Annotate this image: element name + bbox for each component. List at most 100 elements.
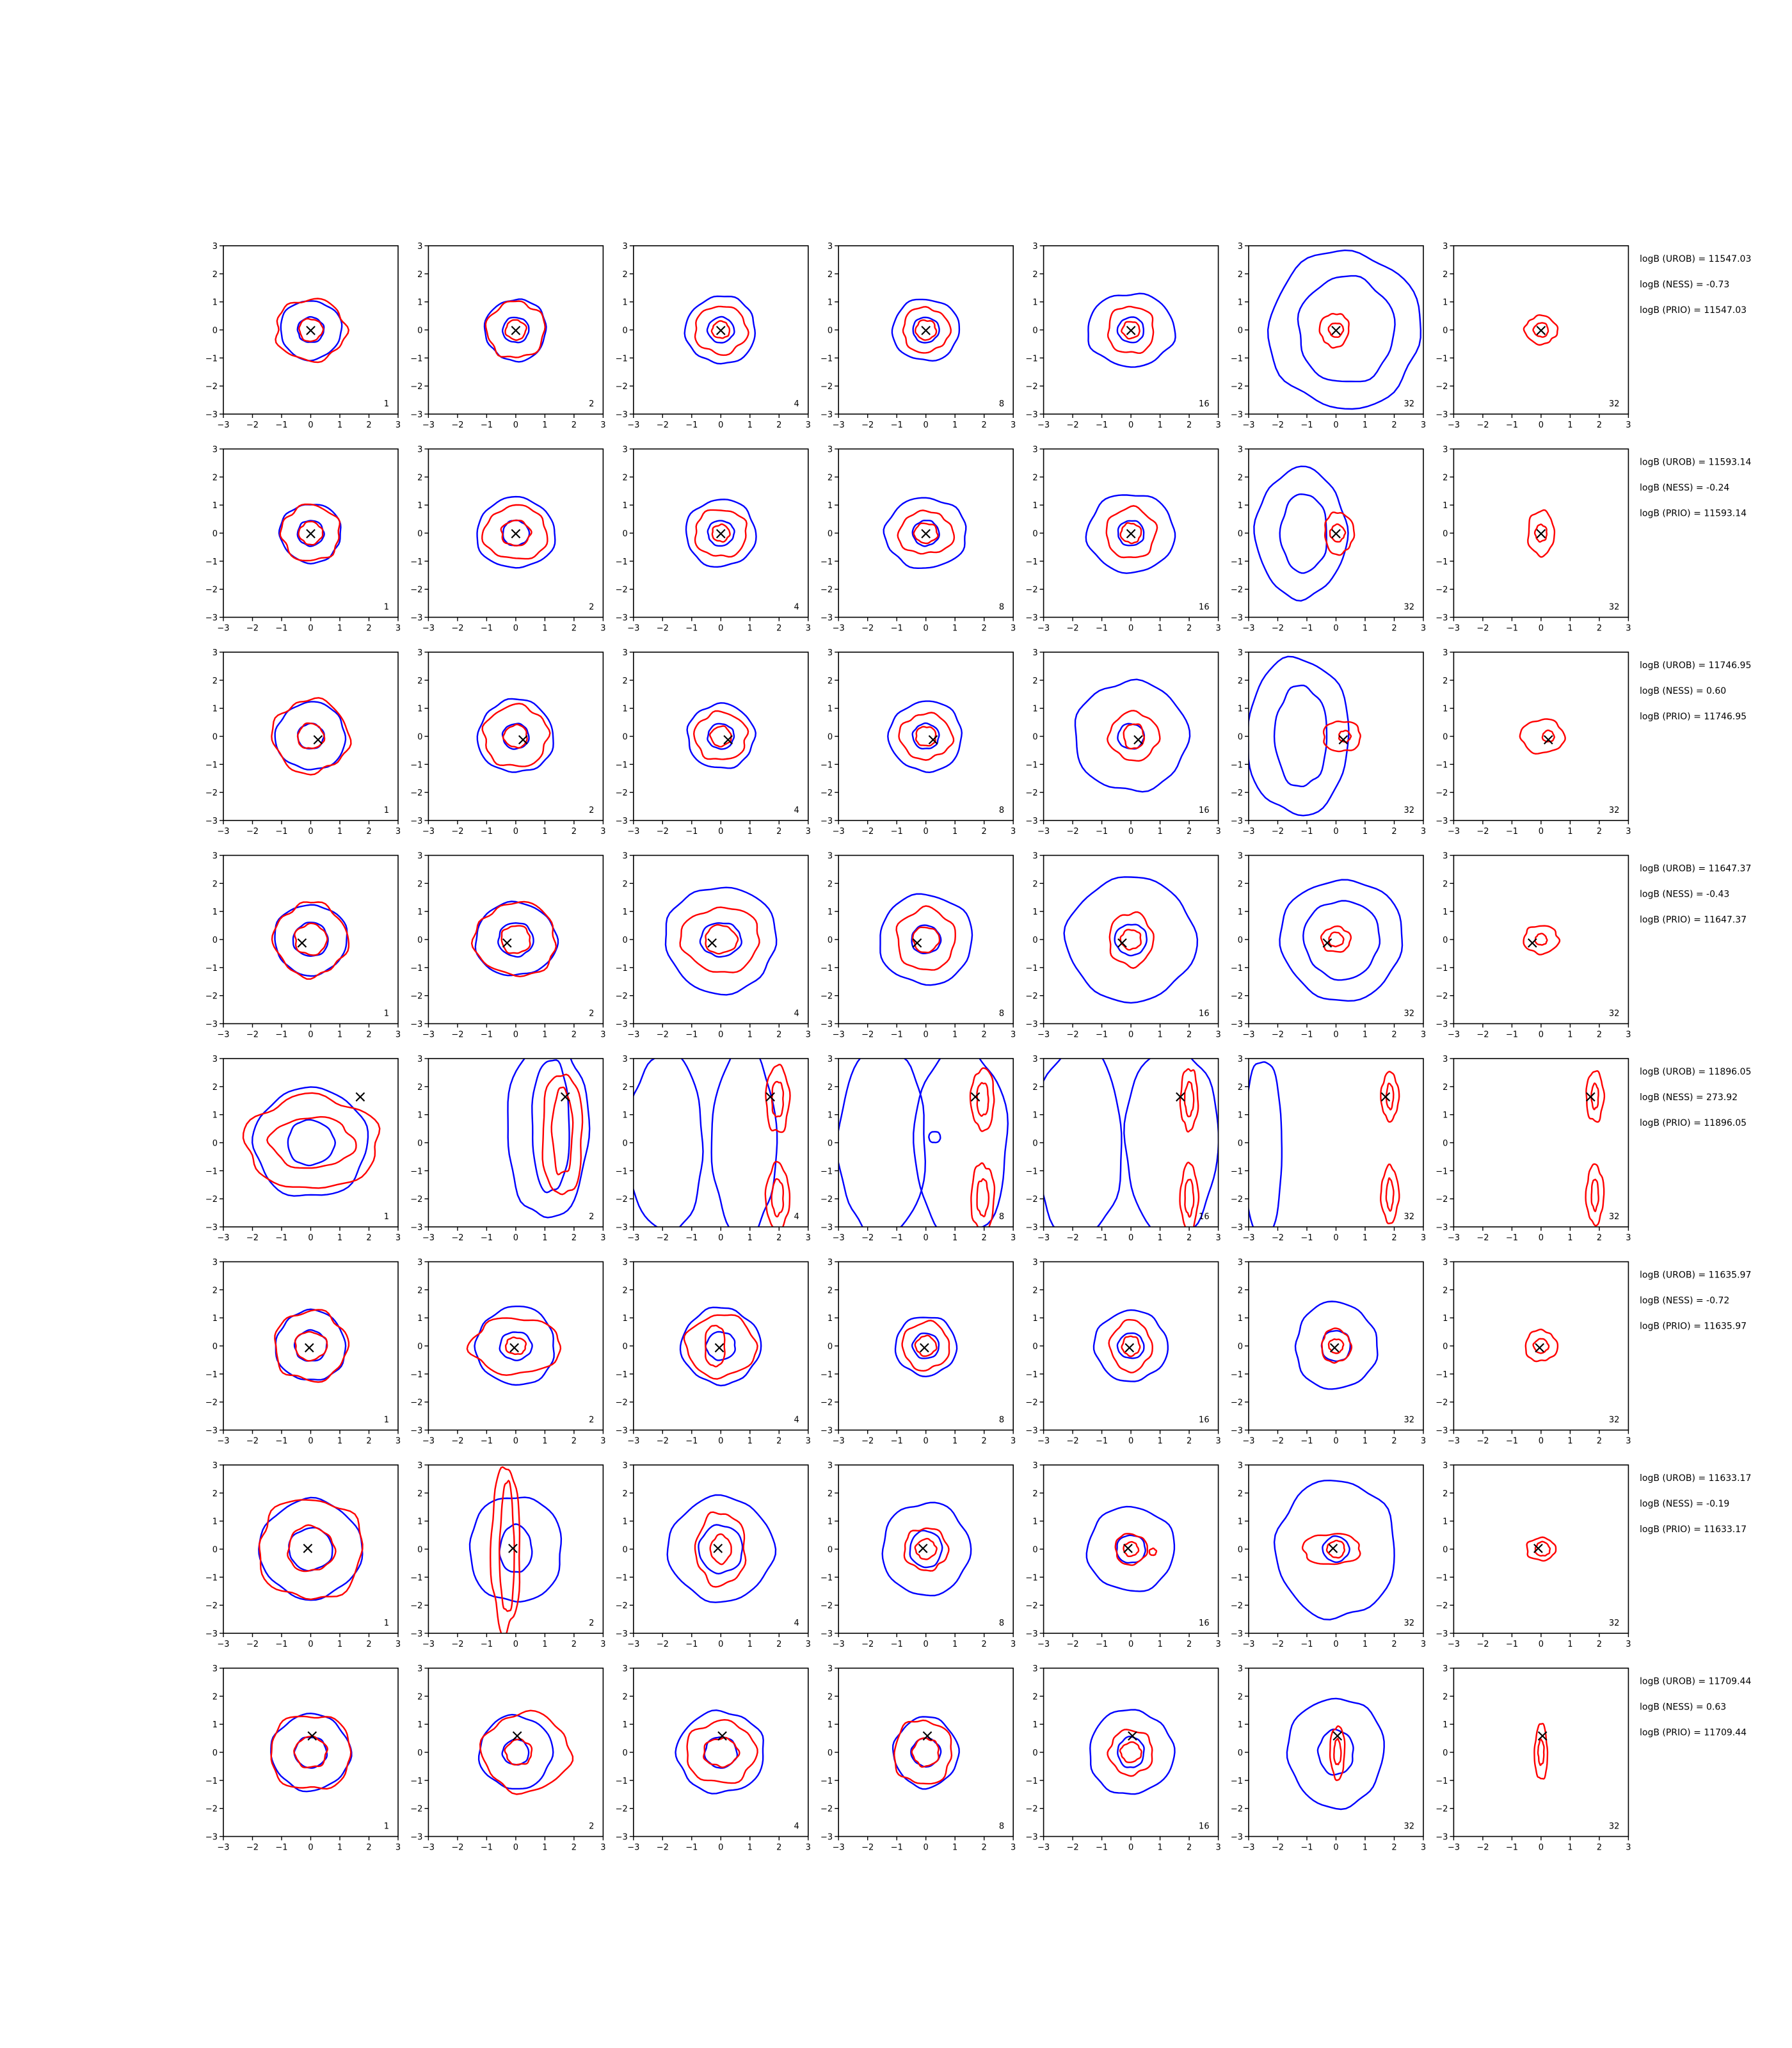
x-tick-label: 0: [1333, 827, 1338, 836]
y-tick-label: 3: [1443, 852, 1448, 861]
x-tick-label: 2: [982, 624, 987, 634]
logb-stat: logB (PRIO) = 11746.95: [1640, 712, 1747, 722]
x-tick-label: −2: [1476, 1640, 1489, 1649]
y-tick-label: −1: [820, 1370, 833, 1380]
x-tick-label: −2: [451, 1030, 463, 1040]
x-tick-label: 3: [1011, 1843, 1016, 1853]
y-tick-label: 3: [1032, 852, 1037, 861]
y-tick-label: 3: [1238, 1258, 1243, 1268]
x-tick-label: −1: [1096, 1843, 1108, 1853]
x-tick-label: 2: [982, 1437, 987, 1446]
panel-label: 16: [1199, 806, 1210, 815]
x-tick-label: 2: [1597, 827, 1602, 836]
y-tick-label: 2: [1032, 879, 1037, 889]
x-tick-label: 3: [806, 827, 811, 836]
y-tick-label: 1: [828, 908, 833, 917]
x-tick-label: 0: [513, 420, 518, 430]
x-tick-label: 3: [600, 1233, 605, 1243]
x-tick-label: −2: [1476, 1843, 1489, 1853]
axes-frame: [1043, 854, 1219, 1025]
y-tick-label: 0: [212, 529, 218, 539]
x-axis: −3 −2 −1 0 1 2 3: [627, 414, 811, 430]
panel-r2-c4: × −3 −2 −1 0 1 2 3 3 2 1 0 −1 −2 −3 8: [820, 445, 1016, 634]
y-tick-label: 1: [623, 501, 628, 511]
x-tick-label: −2: [657, 1437, 669, 1446]
x-tick-label: 2: [366, 624, 371, 634]
x-tick-label: −1: [1506, 1843, 1518, 1853]
y-axis: 3 2 1 0 −1 −2 −3: [820, 445, 839, 623]
x-axis: −3 −2 −1 0 1 2 3: [627, 1633, 811, 1649]
y-tick-label: −3: [616, 1020, 628, 1030]
y-tick-label: −2: [1436, 382, 1448, 392]
estimate-contour: [710, 320, 731, 339]
y-tick-label: −1: [616, 760, 628, 770]
x-tick-label: 2: [776, 1640, 781, 1649]
y-tick-label: 2: [828, 879, 833, 889]
estimate-contour: [704, 1325, 726, 1368]
panel-label: 8: [999, 603, 1004, 612]
x-tick-label: 0: [1333, 1030, 1338, 1040]
estimate-contour: [903, 1527, 950, 1572]
y-tick-label: −2: [410, 992, 422, 1002]
y-tick-label: 3: [1443, 242, 1448, 252]
y-tick-label: 1: [623, 298, 628, 308]
y-tick-label: 0: [1238, 1748, 1243, 1758]
contours: [476, 495, 556, 569]
x-tick-label: −2: [246, 1233, 259, 1243]
estimate-contour: [915, 726, 937, 747]
y-tick-label: 1: [417, 908, 422, 917]
y-tick-label: −3: [1231, 1629, 1243, 1639]
true-value-marker: ×: [1123, 1338, 1137, 1357]
reference-contour: [710, 1059, 778, 1227]
contours: [1087, 292, 1176, 368]
estimate-contour: [1523, 314, 1559, 346]
reference-contour: [1273, 684, 1328, 788]
x-tick-label: 2: [572, 624, 577, 634]
x-tick-label: −2: [657, 827, 669, 836]
estimate-contour: [705, 924, 739, 955]
logb-stat: logB (PRIO) = 11635.97: [1640, 1322, 1747, 1332]
x-tick-label: −3: [1242, 1233, 1254, 1243]
y-tick-label: −2: [410, 1398, 422, 1408]
logb-stat: logB (NESS) = 0.60: [1640, 686, 1726, 696]
y-tick-label: 2: [828, 1083, 833, 1092]
estimate-contour: [692, 710, 749, 760]
y-tick-label: 1: [1032, 1517, 1037, 1527]
y-axis: 3 2 1 0 −1 −2 −3: [820, 1055, 839, 1233]
contours: [1063, 876, 1199, 1004]
x-tick-label: −1: [1096, 1640, 1108, 1649]
logb-stat: logB (UROB) = 11746.95: [1640, 660, 1751, 671]
true-value-marker: ×: [509, 524, 523, 543]
x-tick-label: −2: [451, 624, 463, 634]
panel-label: 4: [794, 1416, 799, 1425]
y-tick-label: −3: [1231, 410, 1243, 420]
x-tick-label: 3: [1421, 420, 1426, 430]
x-tick-label: 2: [1391, 1437, 1396, 1446]
y-tick-label: 1: [417, 298, 422, 308]
y-axis: 3 2 1 0 −1 −2 −3: [1231, 1665, 1249, 1843]
contours: [1524, 1328, 1559, 1363]
x-tick-label: 0: [513, 1233, 518, 1243]
x-tick-label: 2: [776, 1233, 781, 1243]
x-tick-label: 1: [1363, 1843, 1368, 1853]
panel-label: 32: [1404, 1009, 1414, 1019]
estimate-contour: [703, 1736, 740, 1768]
reference-contour: [1123, 1059, 1219, 1227]
reference-contour: [698, 1524, 744, 1575]
x-tick-label: −1: [891, 624, 903, 634]
y-tick-label: 3: [623, 1461, 628, 1471]
axes-frame: [838, 1667, 1014, 1837]
y-tick-label: 1: [212, 1720, 218, 1730]
panel-r2-c2: × −3 −2 −1 0 1 2 3 3 2 1 0 −1 −2 −3 2: [410, 445, 605, 634]
y-tick-label: 1: [1238, 1314, 1243, 1324]
x-tick-label: 0: [718, 827, 723, 836]
y-tick-label: 2: [1238, 270, 1243, 280]
logb-stat: logB (PRIO) = 11547.03: [1640, 305, 1747, 316]
x-tick-label: −2: [1067, 1640, 1079, 1649]
estimate-contour: [498, 1479, 515, 1612]
x-tick-label: −3: [1448, 1843, 1460, 1853]
x-tick-label: 0: [308, 1640, 313, 1649]
x-axis: −3 −2 −1 0 1 2 3: [1037, 1227, 1221, 1243]
estimate-contour: [1534, 1540, 1551, 1557]
